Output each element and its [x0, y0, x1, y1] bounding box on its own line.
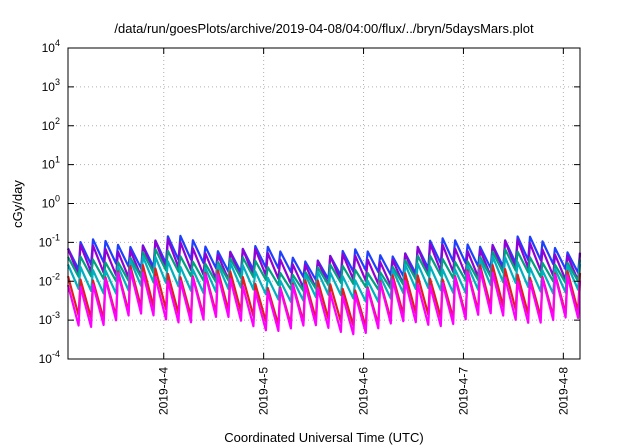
y-tick-label: 10-4 [39, 349, 60, 366]
grid [68, 48, 580, 359]
y-tick-label: 10-3 [39, 310, 60, 327]
x-tick-label: 2019-4-6 [357, 367, 371, 415]
y-axis-label: cGy/day [10, 180, 25, 228]
x-axis-label: Coordinated Universal Time (UTC) [224, 430, 423, 445]
x-axis: 2019-4-4 2019-4-5 2019-4-6 2019-4-7 2019-4-8 [157, 48, 570, 415]
y-tick-label: 10-2 [39, 271, 60, 288]
x-tick-label: 2019-4-4 [157, 367, 171, 415]
chart-title: /data/run/goesPlots/archive/2019-04-08/0… [114, 21, 534, 36]
y-tick-label: 10-1 [39, 232, 60, 249]
x-tick-label: 2019-4-8 [556, 367, 570, 415]
y-tick-label: 101 [42, 155, 60, 172]
series-line [66, 268, 582, 336]
series-line [66, 255, 582, 303]
x-tick-label: 2019-4-5 [257, 367, 271, 415]
y-tick-label: 100 [42, 194, 60, 211]
y-tick-label: 103 [42, 77, 60, 94]
y-tick-label: 104 [42, 38, 60, 55]
y-axis: 104 103 102 101 100 10-1 10-2 10-3 10-4 [39, 38, 580, 366]
y-tick-label: 102 [42, 116, 60, 133]
x-tick-label: 2019-4-7 [456, 367, 470, 415]
series-layer [66, 234, 582, 336]
